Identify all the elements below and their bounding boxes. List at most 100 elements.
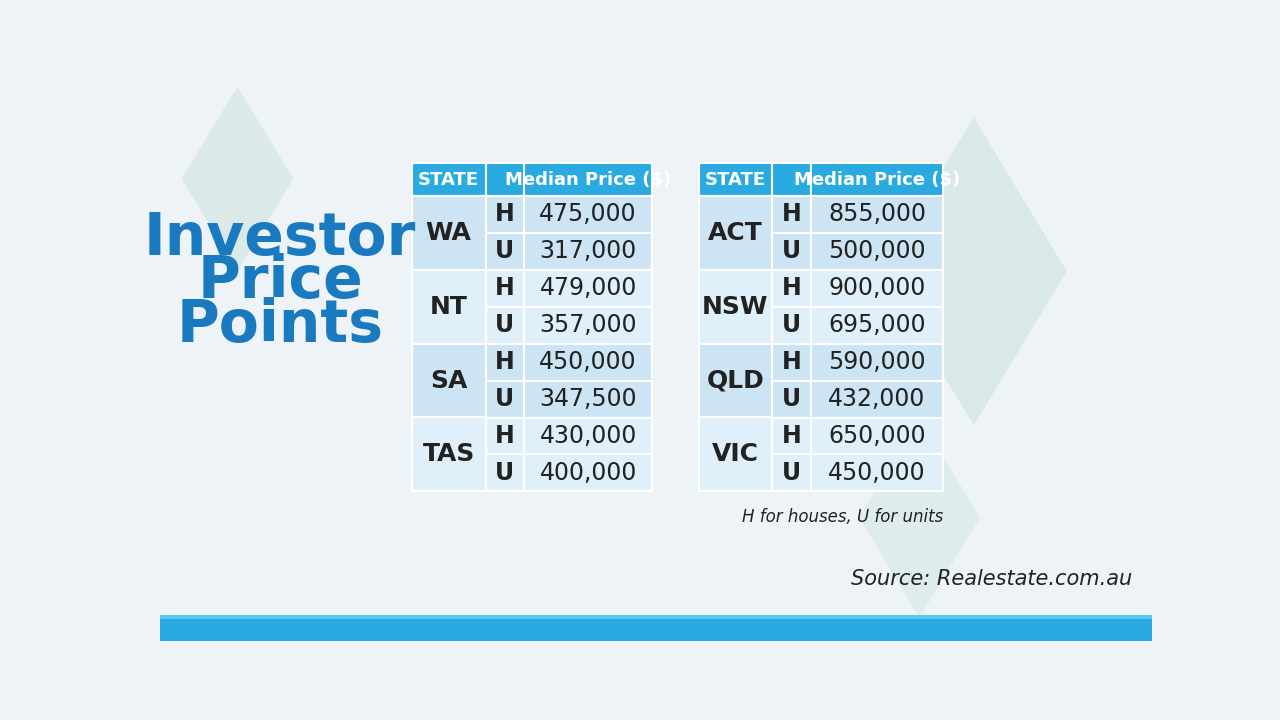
Polygon shape	[182, 86, 293, 271]
Bar	[525, 196, 652, 233]
Text: NT: NT	[430, 294, 467, 319]
Bar	[772, 307, 812, 343]
Bar	[485, 233, 525, 270]
Bar	[525, 233, 652, 270]
Bar	[485, 307, 525, 343]
Text: 347,500: 347,500	[539, 387, 637, 411]
Bar	[699, 418, 772, 454]
Text: 400,000: 400,000	[539, 461, 637, 485]
Text: 900,000: 900,000	[828, 276, 925, 300]
Bar	[699, 381, 772, 418]
Text: 855,000: 855,000	[828, 202, 925, 226]
Text: Points: Points	[177, 297, 384, 354]
Bar	[485, 196, 525, 233]
Text: U: U	[782, 461, 801, 485]
Bar	[485, 381, 525, 418]
Bar	[812, 270, 943, 307]
Bar	[412, 233, 485, 270]
Bar	[485, 454, 525, 492]
Bar	[699, 343, 772, 381]
Bar	[412, 343, 485, 381]
Text: 475,000: 475,000	[539, 202, 637, 226]
Text: Price: Price	[197, 253, 364, 310]
Text: 450,000: 450,000	[828, 461, 925, 485]
Text: Source: Realestate.com.au: Source: Realestate.com.au	[851, 570, 1133, 589]
Bar	[160, 619, 1152, 641]
Bar	[525, 307, 652, 343]
Bar	[525, 454, 652, 492]
Bar	[699, 270, 772, 343]
Polygon shape	[859, 418, 980, 618]
Text: 695,000: 695,000	[828, 313, 925, 337]
Bar	[485, 163, 525, 196]
Bar	[160, 615, 1152, 619]
Text: U: U	[782, 239, 801, 264]
Text: SA: SA	[430, 369, 467, 392]
Bar	[412, 196, 485, 270]
Text: 500,000: 500,000	[828, 239, 925, 264]
Bar	[525, 418, 652, 454]
Text: U: U	[495, 313, 515, 337]
Bar	[812, 418, 943, 454]
Text: 650,000: 650,000	[828, 424, 925, 448]
Polygon shape	[881, 117, 1066, 426]
Bar	[772, 343, 812, 381]
Bar	[772, 163, 812, 196]
Bar	[699, 418, 772, 492]
Bar	[812, 381, 943, 418]
Bar	[772, 454, 812, 492]
Text: U: U	[495, 387, 515, 411]
Text: TAS: TAS	[422, 443, 475, 467]
Text: NSW: NSW	[703, 294, 769, 319]
Text: 479,000: 479,000	[539, 276, 637, 300]
Bar	[772, 196, 812, 233]
Bar	[699, 196, 772, 233]
Bar	[699, 196, 772, 270]
Text: H: H	[495, 350, 515, 374]
Bar	[699, 163, 772, 196]
Text: H: H	[782, 350, 801, 374]
Text: Investor: Investor	[143, 210, 416, 266]
Bar	[412, 418, 485, 492]
Bar	[412, 270, 485, 307]
Text: H: H	[782, 202, 801, 226]
Bar	[812, 307, 943, 343]
Bar	[412, 454, 485, 492]
Bar	[812, 163, 943, 196]
Bar	[812, 233, 943, 270]
Bar	[772, 233, 812, 270]
Text: H: H	[495, 276, 515, 300]
Bar	[699, 454, 772, 492]
Text: Median Price ($): Median Price ($)	[506, 171, 671, 189]
Text: 450,000: 450,000	[539, 350, 637, 374]
Bar	[525, 343, 652, 381]
Bar	[412, 343, 485, 418]
Text: STATE: STATE	[705, 171, 765, 189]
Text: Median Price ($): Median Price ($)	[794, 171, 960, 189]
Bar	[412, 307, 485, 343]
Text: H: H	[495, 202, 515, 226]
Bar	[699, 233, 772, 270]
Bar	[525, 381, 652, 418]
Bar	[699, 270, 772, 307]
Text: H: H	[782, 276, 801, 300]
Bar	[485, 270, 525, 307]
Bar	[699, 307, 772, 343]
Text: 432,000: 432,000	[828, 387, 925, 411]
Text: 317,000: 317,000	[540, 239, 637, 264]
Bar	[412, 381, 485, 418]
Text: WA: WA	[426, 221, 471, 245]
Text: QLD: QLD	[707, 369, 764, 392]
Text: H: H	[495, 424, 515, 448]
Text: U: U	[782, 387, 801, 411]
Bar	[525, 270, 652, 307]
Bar	[772, 418, 812, 454]
Bar	[812, 196, 943, 233]
Bar	[485, 343, 525, 381]
Bar	[812, 454, 943, 492]
Bar	[412, 163, 485, 196]
Bar	[485, 418, 525, 454]
Text: 357,000: 357,000	[539, 313, 637, 337]
Text: H for houses, U for units: H for houses, U for units	[741, 508, 943, 526]
Bar	[772, 270, 812, 307]
